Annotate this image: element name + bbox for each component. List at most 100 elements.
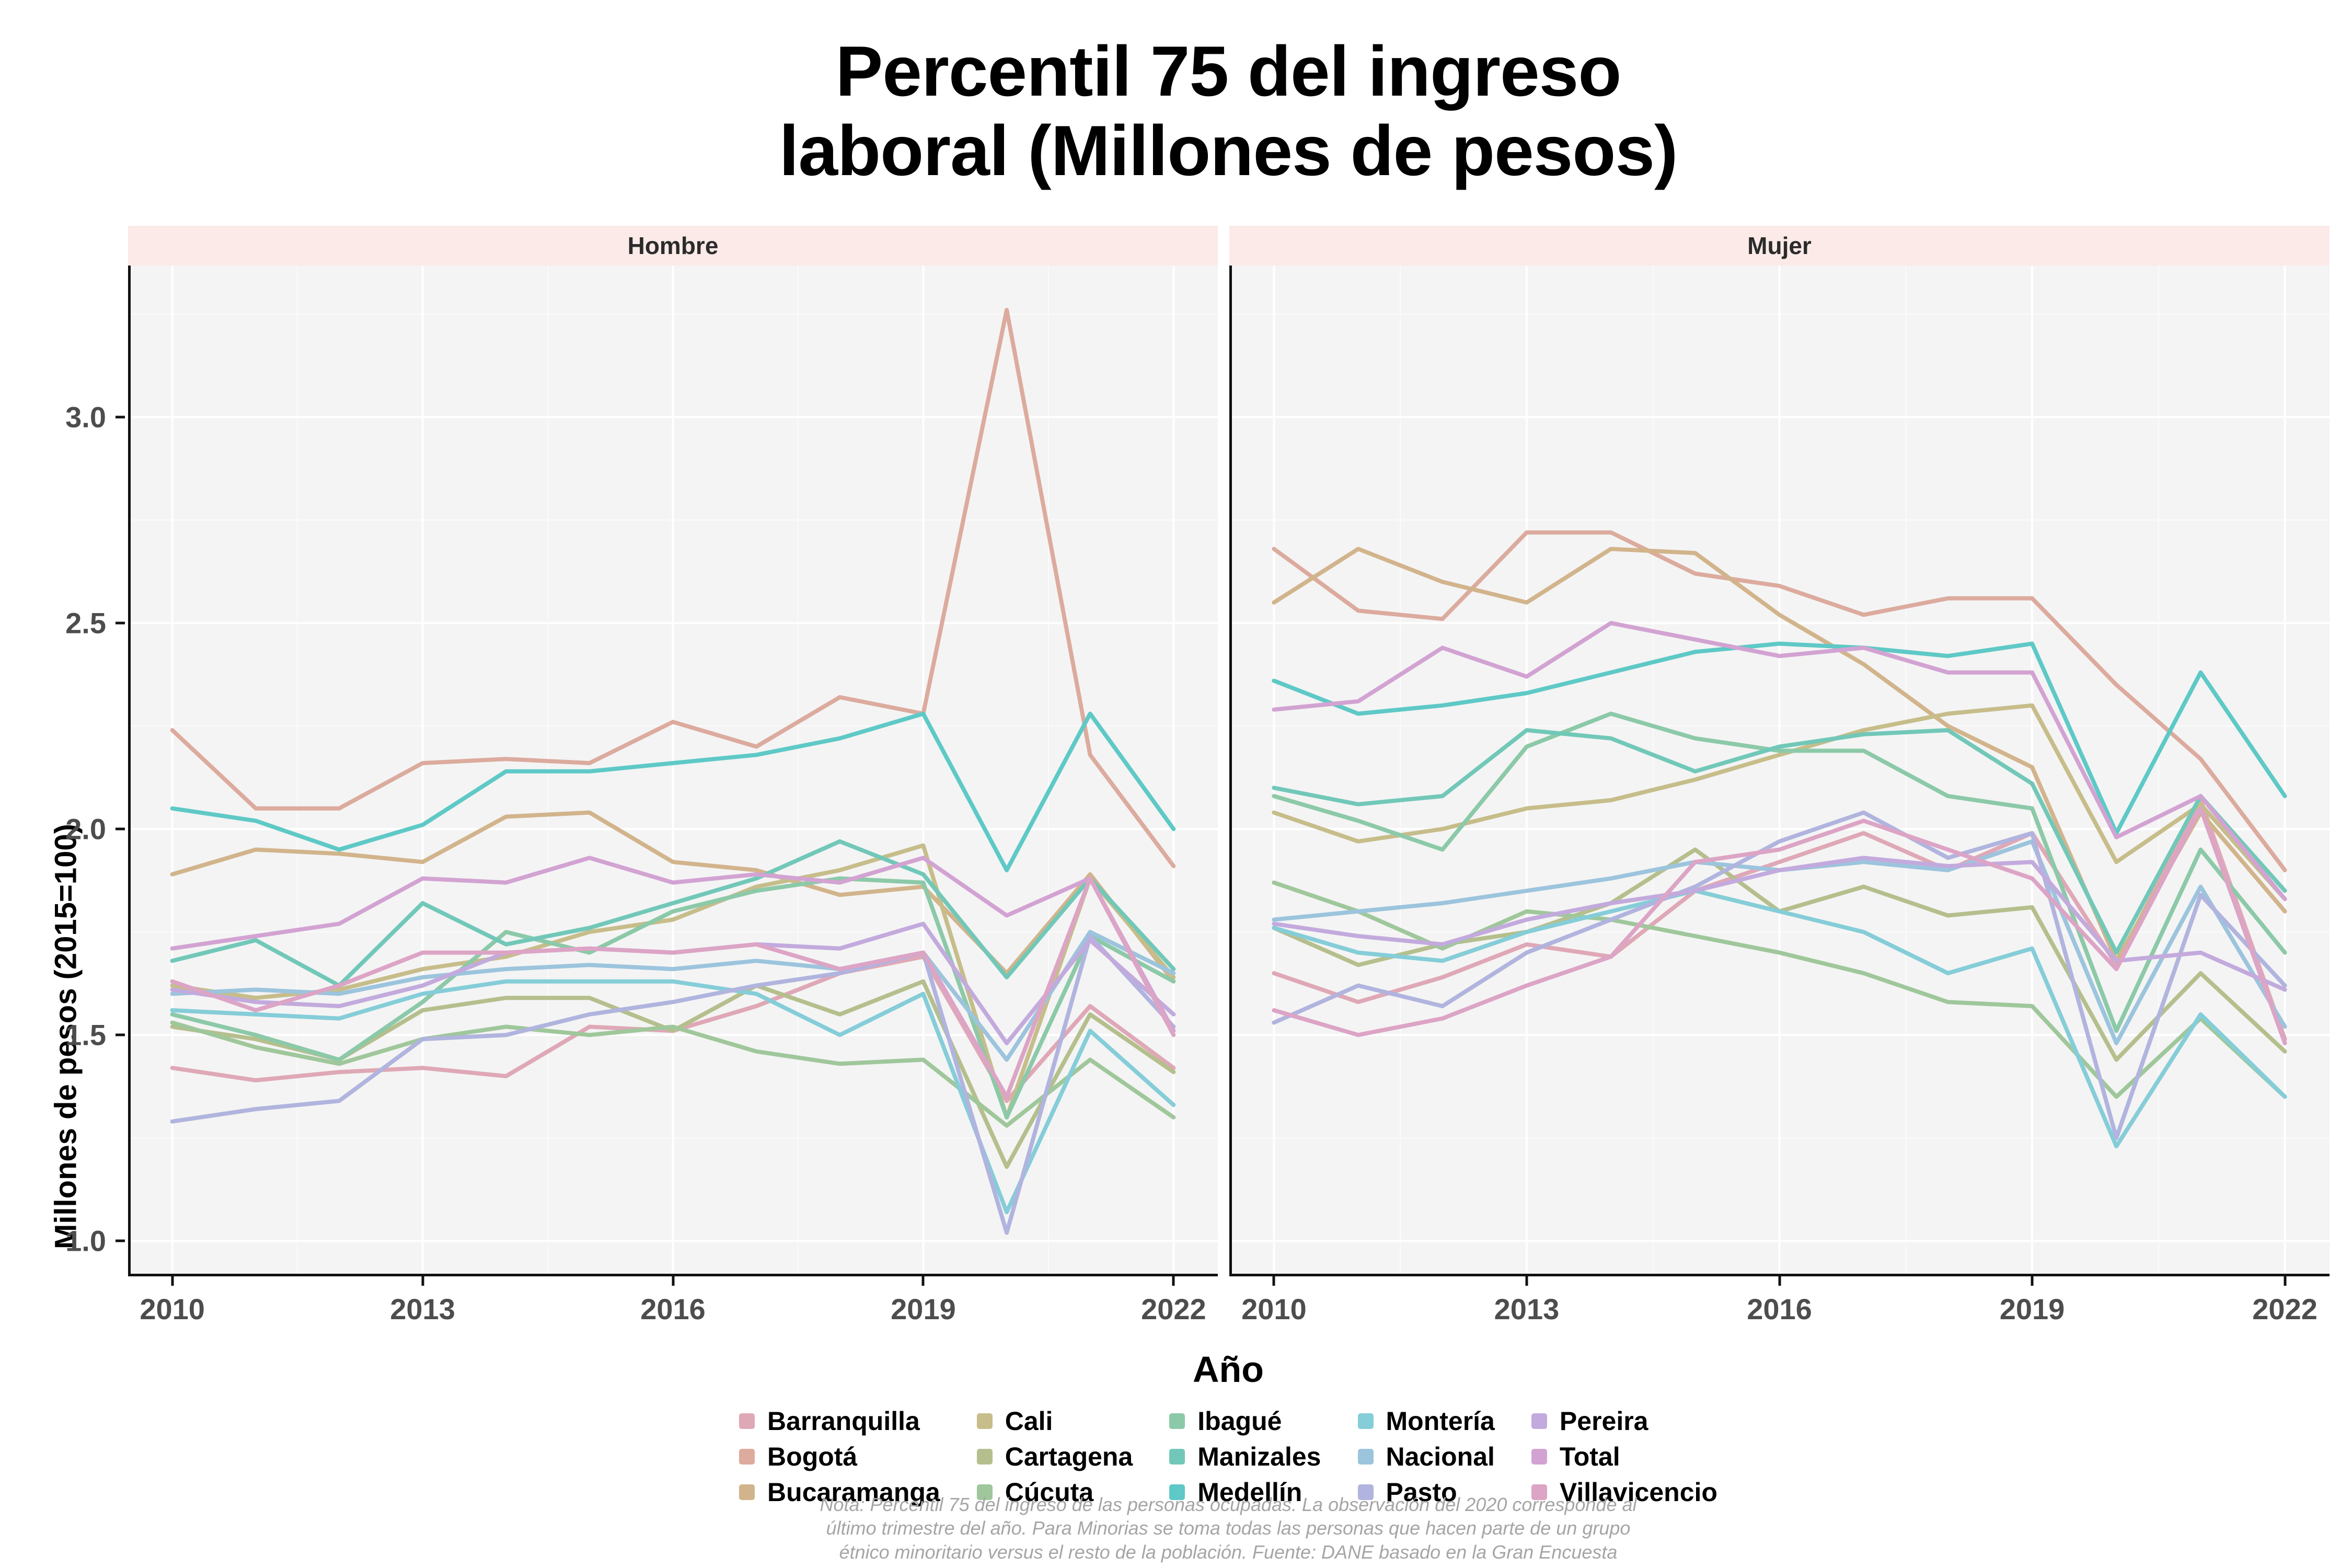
legend-item-bucaramanga: Bucaramanga — [739, 1477, 940, 1507]
line-chart-mujer — [1229, 266, 2330, 1276]
x-axis-mujer: 2010 2013 2016 2019 2022 — [1229, 1276, 2330, 1344]
series-line-manizales — [1272, 728, 2287, 955]
legend-item-cartagena: Cartagena — [976, 1442, 1133, 1472]
legend-swatch-icon — [739, 1449, 755, 1465]
x-tick-label: 2019 — [1999, 1293, 2065, 1325]
series-line-total — [170, 856, 1176, 1033]
x-tick-mark — [672, 1276, 674, 1286]
legend-item-montería: Montería — [1357, 1406, 1495, 1436]
x-tick-label: 2016 — [640, 1293, 706, 1325]
x-tick-mark — [1525, 1276, 1528, 1286]
legend-swatch-icon — [1357, 1449, 1374, 1465]
facet-strip-mujer: Mujer — [1229, 226, 2330, 266]
x-tick-mark — [1172, 1276, 1175, 1286]
legend-label: Total — [1559, 1442, 1620, 1471]
chart-title: Percentil 75 del ingreso laboral (Millon… — [105, 31, 2352, 191]
x-tick-mark — [1272, 1276, 1275, 1286]
series-line-cúcuta — [170, 1020, 1176, 1128]
legend-item-barranquilla: Barranquilla — [739, 1406, 940, 1436]
series-line-cúcuta — [1272, 880, 2287, 1099]
series-line-total — [1272, 621, 2287, 902]
series-line-montería — [1272, 889, 2287, 1148]
y-tick-label: 2.0 — [65, 812, 106, 846]
legend-item-pereira: Pereira — [1531, 1406, 1717, 1436]
series-line-cali — [1272, 703, 2287, 902]
legend-label: Nacional — [1386, 1442, 1495, 1471]
legend-label: Bogotá — [767, 1442, 858, 1471]
x-tick-mark — [1778, 1276, 1781, 1286]
legend-item-cúcuta: Cúcuta — [976, 1477, 1133, 1507]
legend-label: Medellín — [1197, 1478, 1302, 1507]
legend-label: Ibagué — [1197, 1406, 1282, 1436]
source-note: Nota: Percentil 75 del ingreso de las pe… — [105, 1493, 2352, 1568]
source-note-line: último trimestre del año. Para Minorias … — [826, 1517, 1631, 1539]
y-tick-mark — [116, 827, 125, 831]
legend-label: Bucaramanga — [767, 1478, 940, 1507]
legend-item-nacional: Nacional — [1357, 1442, 1495, 1472]
series-line-bogotá — [1272, 530, 2287, 872]
legend-label: Montería — [1386, 1406, 1495, 1436]
legend-label: Villavicencio — [1559, 1478, 1717, 1507]
legend: Barranquilla Bogotá Bucaramanga Cali Cartage… — [105, 1406, 2352, 1507]
y-tick-mark — [116, 416, 125, 419]
source-note-line: Integrada de Hogares. — [105, 1564, 2352, 1568]
x-tick-label: 2013 — [390, 1293, 455, 1325]
y-tick-label: 1.5 — [65, 1018, 106, 1052]
source-note-line: Nota: Percentil 75 del ingreso de las pe… — [820, 1494, 1637, 1515]
series-line-pereira — [1272, 856, 2287, 992]
x-tick-mark — [171, 1276, 174, 1286]
facet-strip-label: Mujer — [1747, 232, 1812, 259]
chart-title-line-1: Percentil 75 del ingreso — [835, 31, 1622, 111]
facet-strip-hombre: Hombre — [128, 226, 1218, 266]
legend-swatch-icon — [976, 1413, 993, 1429]
legend-item-cali: Cali — [976, 1406, 1133, 1436]
x-tick-label: 2016 — [1747, 1293, 1812, 1325]
y-tick-label: 1.0 — [65, 1224, 106, 1258]
y-tick-mark — [116, 1033, 125, 1036]
legend-swatch-icon — [1169, 1484, 1185, 1500]
panel-mujer — [1229, 266, 2330, 1276]
series-line-ibagué — [170, 876, 1176, 1120]
legend-item-total: Total — [1531, 1442, 1717, 1472]
y-tick-mark — [116, 621, 125, 625]
series-line-medellín — [170, 711, 1176, 872]
panel-hombre — [128, 266, 1218, 1276]
y-tick-mark — [116, 1239, 125, 1242]
series-line-ibagué — [1272, 711, 2287, 1033]
legend-swatch-icon — [1169, 1413, 1185, 1429]
x-axis-hombre: 2010 2013 2016 2019 2022 — [128, 1276, 1218, 1344]
y-tick-label: 2.5 — [65, 606, 106, 640]
legend-grid: Barranquilla Bogotá Bucaramanga Cali Cartage… — [739, 1406, 1717, 1507]
facet-strip-label: Hombre — [627, 232, 719, 259]
legend-label: Manizales — [1197, 1442, 1321, 1471]
chart-title-line-2: laboral (Millones de pesos) — [779, 111, 1678, 191]
legend-label: Cali — [1005, 1406, 1053, 1436]
legend-swatch-icon — [976, 1484, 993, 1500]
legend-swatch-icon — [976, 1449, 993, 1465]
series-line-bucaramanga — [170, 810, 1176, 984]
legend-item-villavicencio: Villavicencio — [1531, 1477, 1717, 1507]
series-line-villavicencio — [170, 876, 1176, 1099]
legend-label: Barranquilla — [767, 1406, 920, 1436]
series-line-bogotá — [170, 308, 1176, 869]
x-tick-mark — [921, 1276, 925, 1286]
legend-swatch-icon — [739, 1484, 755, 1500]
x-axis-title: Año — [1192, 1349, 1264, 1390]
y-axis: Millones de pesos (2015=100) 3.0 2.5 2.0 1.… — [0, 266, 128, 1276]
legend-item-ibagué: Ibagué — [1169, 1406, 1321, 1436]
series-line-villavicencio — [1272, 806, 2287, 1045]
source-note-line: étnico minoritario versus el resto de la… — [839, 1541, 1618, 1563]
x-tick-label: 2013 — [1494, 1293, 1560, 1325]
legend-label: Cartagena — [1005, 1442, 1133, 1471]
x-tick-mark — [421, 1276, 424, 1286]
legend-item-pasto: Pasto — [1357, 1477, 1495, 1507]
x-tick-label: 2010 — [1241, 1293, 1307, 1325]
series-line-nacional — [170, 930, 1176, 1062]
series-line-pasto — [170, 934, 1176, 1235]
legend-item-medellín: Medellín — [1169, 1477, 1321, 1507]
x-tick-mark — [2284, 1276, 2287, 1286]
legend-swatch-icon — [1531, 1484, 1547, 1500]
legend-swatch-icon — [739, 1413, 755, 1429]
legend-label: Pereira — [1559, 1406, 1648, 1436]
